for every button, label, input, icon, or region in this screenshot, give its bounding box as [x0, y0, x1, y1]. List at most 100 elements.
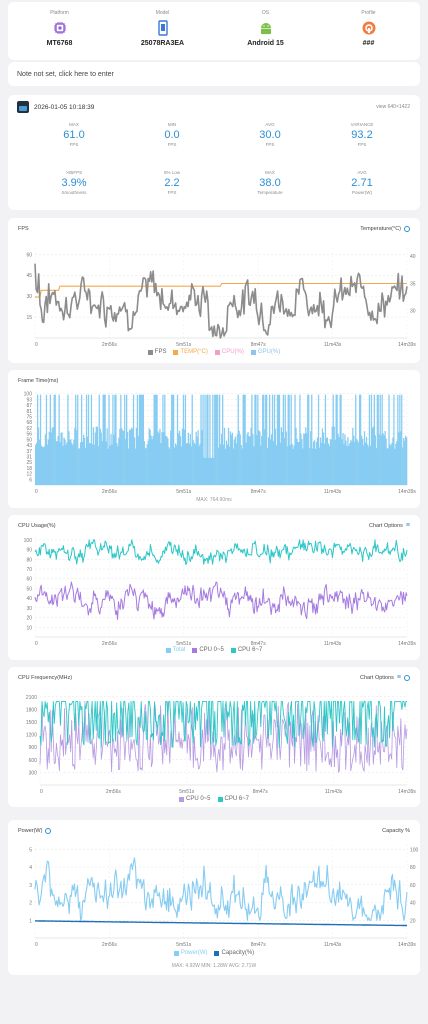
- x-tick-label: 14m39s: [398, 789, 416, 795]
- legend-fps[interactable]: FPS: [147, 349, 167, 355]
- cpu-frequency-options[interactable]: Chart Options ≡: [360, 674, 410, 681]
- device-info-card: Platform MT6768 Model 25078RA3EA OS Andr…: [8, 2, 420, 60]
- frame-bar: [391, 442, 393, 485]
- cpu-usage-chart: 10 20 30 40 50 60 70 80 90 100 0 2m56s 5m51s 8m47s 11m…: [24, 537, 416, 647]
- stat-label: MAX: [69, 122, 79, 127]
- capacity-line: [35, 920, 407, 927]
- frame-bar: [363, 431, 366, 485]
- x-tick-label: 8m47s: [251, 641, 267, 647]
- frame-bar: [35, 444, 37, 485]
- y-tick-label: 18: [26, 466, 32, 472]
- frame-bar: [174, 447, 176, 485]
- frame-bar: [344, 434, 346, 485]
- frame-bar: [36, 442, 38, 485]
- settings-icon[interactable]: [404, 226, 410, 232]
- legend-swatch: [217, 796, 223, 802]
- frame-bar: [346, 446, 348, 485]
- model-label: Model: [155, 10, 170, 16]
- legend-cpu-big[interactable]: CPU 6~7: [230, 647, 262, 653]
- legend-cpu[interactable]: CPU(%): [214, 349, 244, 355]
- frame-bar: [275, 445, 278, 485]
- legend-capacity[interactable]: Capacity(%): [214, 950, 254, 956]
- frame-bar: [355, 394, 357, 485]
- x-tick-label: 11m43s: [324, 489, 342, 495]
- frame-bar: [262, 394, 264, 485]
- y2-tick-label: 20: [410, 918, 416, 924]
- y-tick-label: 87: [26, 403, 32, 409]
- y-tick-label: 4: [29, 865, 32, 871]
- profile-icon[interactable]: [362, 20, 376, 36]
- legend-temp[interactable]: TEMP(°C): [173, 349, 208, 355]
- frame-bar: [72, 445, 74, 485]
- legend-swatch: [178, 796, 184, 802]
- frame-bar: [316, 441, 318, 485]
- frame-bar: [360, 394, 362, 485]
- frame-bar: [297, 442, 299, 485]
- frame-bar: [308, 394, 310, 485]
- legend-gpu[interactable]: GPU(%): [250, 349, 280, 355]
- y-tick-label: 43: [26, 443, 32, 449]
- legend-power[interactable]: Power(W): [173, 950, 207, 956]
- stat-label: >85FPS: [65, 170, 83, 175]
- fps-legend: FPS TEMP(°C) CPU(%) GPU(%): [8, 349, 420, 355]
- frame-bar: [362, 445, 365, 485]
- stat-max-fps: MAX 61.0 FPS: [34, 122, 114, 147]
- frame-bar: [96, 426, 98, 485]
- y-tick-label: 20: [26, 616, 32, 622]
- frame-bar: [222, 394, 224, 485]
- legend-label: FPS: [154, 349, 167, 355]
- frame-bar: [302, 448, 304, 485]
- x-tick-label: 8m47s: [251, 342, 267, 348]
- stat-variance: VARIANCE 93.2 FPS: [322, 122, 402, 147]
- frame-bar: [234, 436, 236, 485]
- frame-bar: [91, 444, 94, 485]
- profile-info[interactable]: Profile ###: [317, 2, 420, 60]
- frame-bar: [127, 431, 129, 485]
- frame-bar: [94, 432, 96, 485]
- temperature-toggle[interactable]: Temperature(°C): [360, 226, 410, 232]
- frame-bar: [291, 443, 293, 485]
- y-tick-label: 60: [26, 252, 32, 258]
- y-tick-label: 1800: [26, 707, 37, 713]
- frame-bar: [160, 443, 162, 485]
- menu-icon[interactable]: ≡: [396, 674, 401, 681]
- frame-bar: [142, 394, 144, 485]
- menu-icon[interactable]: ≡: [405, 522, 410, 529]
- session-header: 2026-01-05 10:18:39: [17, 101, 94, 113]
- frame-bar: [337, 433, 339, 485]
- frame-bar: [164, 394, 166, 485]
- cpu-big-line: [34, 539, 408, 566]
- frame-bar: [270, 434, 273, 485]
- frame-bar: [52, 427, 54, 485]
- stat-label: MIN: [167, 122, 177, 127]
- x-tick-label: 0: [40, 789, 43, 795]
- frame-bar: [37, 427, 40, 485]
- cpu-usage-options[interactable]: Chart Options ≡: [369, 522, 410, 529]
- frame-bar: [305, 427, 307, 485]
- legend-cpu-little[interactable]: CPU 0~5: [178, 796, 211, 802]
- frame-bar: [332, 394, 334, 485]
- legend-total[interactable]: Total: [165, 647, 185, 653]
- settings-icon[interactable]: [45, 828, 52, 834]
- frame-bar: [361, 435, 363, 485]
- legend-cpu-big[interactable]: CPU 6~7: [217, 796, 249, 802]
- power-title-group[interactable]: Power(W): [18, 828, 52, 834]
- legend-label: CPU 0~5: [199, 647, 224, 653]
- frame-bar: [58, 394, 60, 485]
- frame-bar: [330, 439, 332, 485]
- stat-max-temp: MAX 38.0 Temperature: [230, 170, 310, 195]
- cpu-frequency-card: 300 600 900 1200 1500 1800 2100 0 2m56s 5m51s 8m47…: [8, 667, 420, 807]
- frame-bar: [59, 442, 61, 485]
- legend-cpu-little[interactable]: CPU 0~5: [192, 647, 224, 653]
- x-tick-label: 2m56s: [102, 641, 118, 647]
- stat-smoothness: >85FPS 3.9% Smoothness: [34, 170, 114, 195]
- settings-icon[interactable]: [404, 675, 410, 681]
- frame-bar: [277, 394, 280, 485]
- frame-bar: [246, 434, 248, 485]
- frame-bar: [243, 394, 245, 485]
- note-field[interactable]: Note not set, click here to enter: [8, 62, 420, 86]
- frame-bar: [343, 444, 345, 485]
- frame-bar: [123, 431, 125, 485]
- frame-bar: [310, 431, 312, 485]
- frame-bar: [98, 394, 100, 485]
